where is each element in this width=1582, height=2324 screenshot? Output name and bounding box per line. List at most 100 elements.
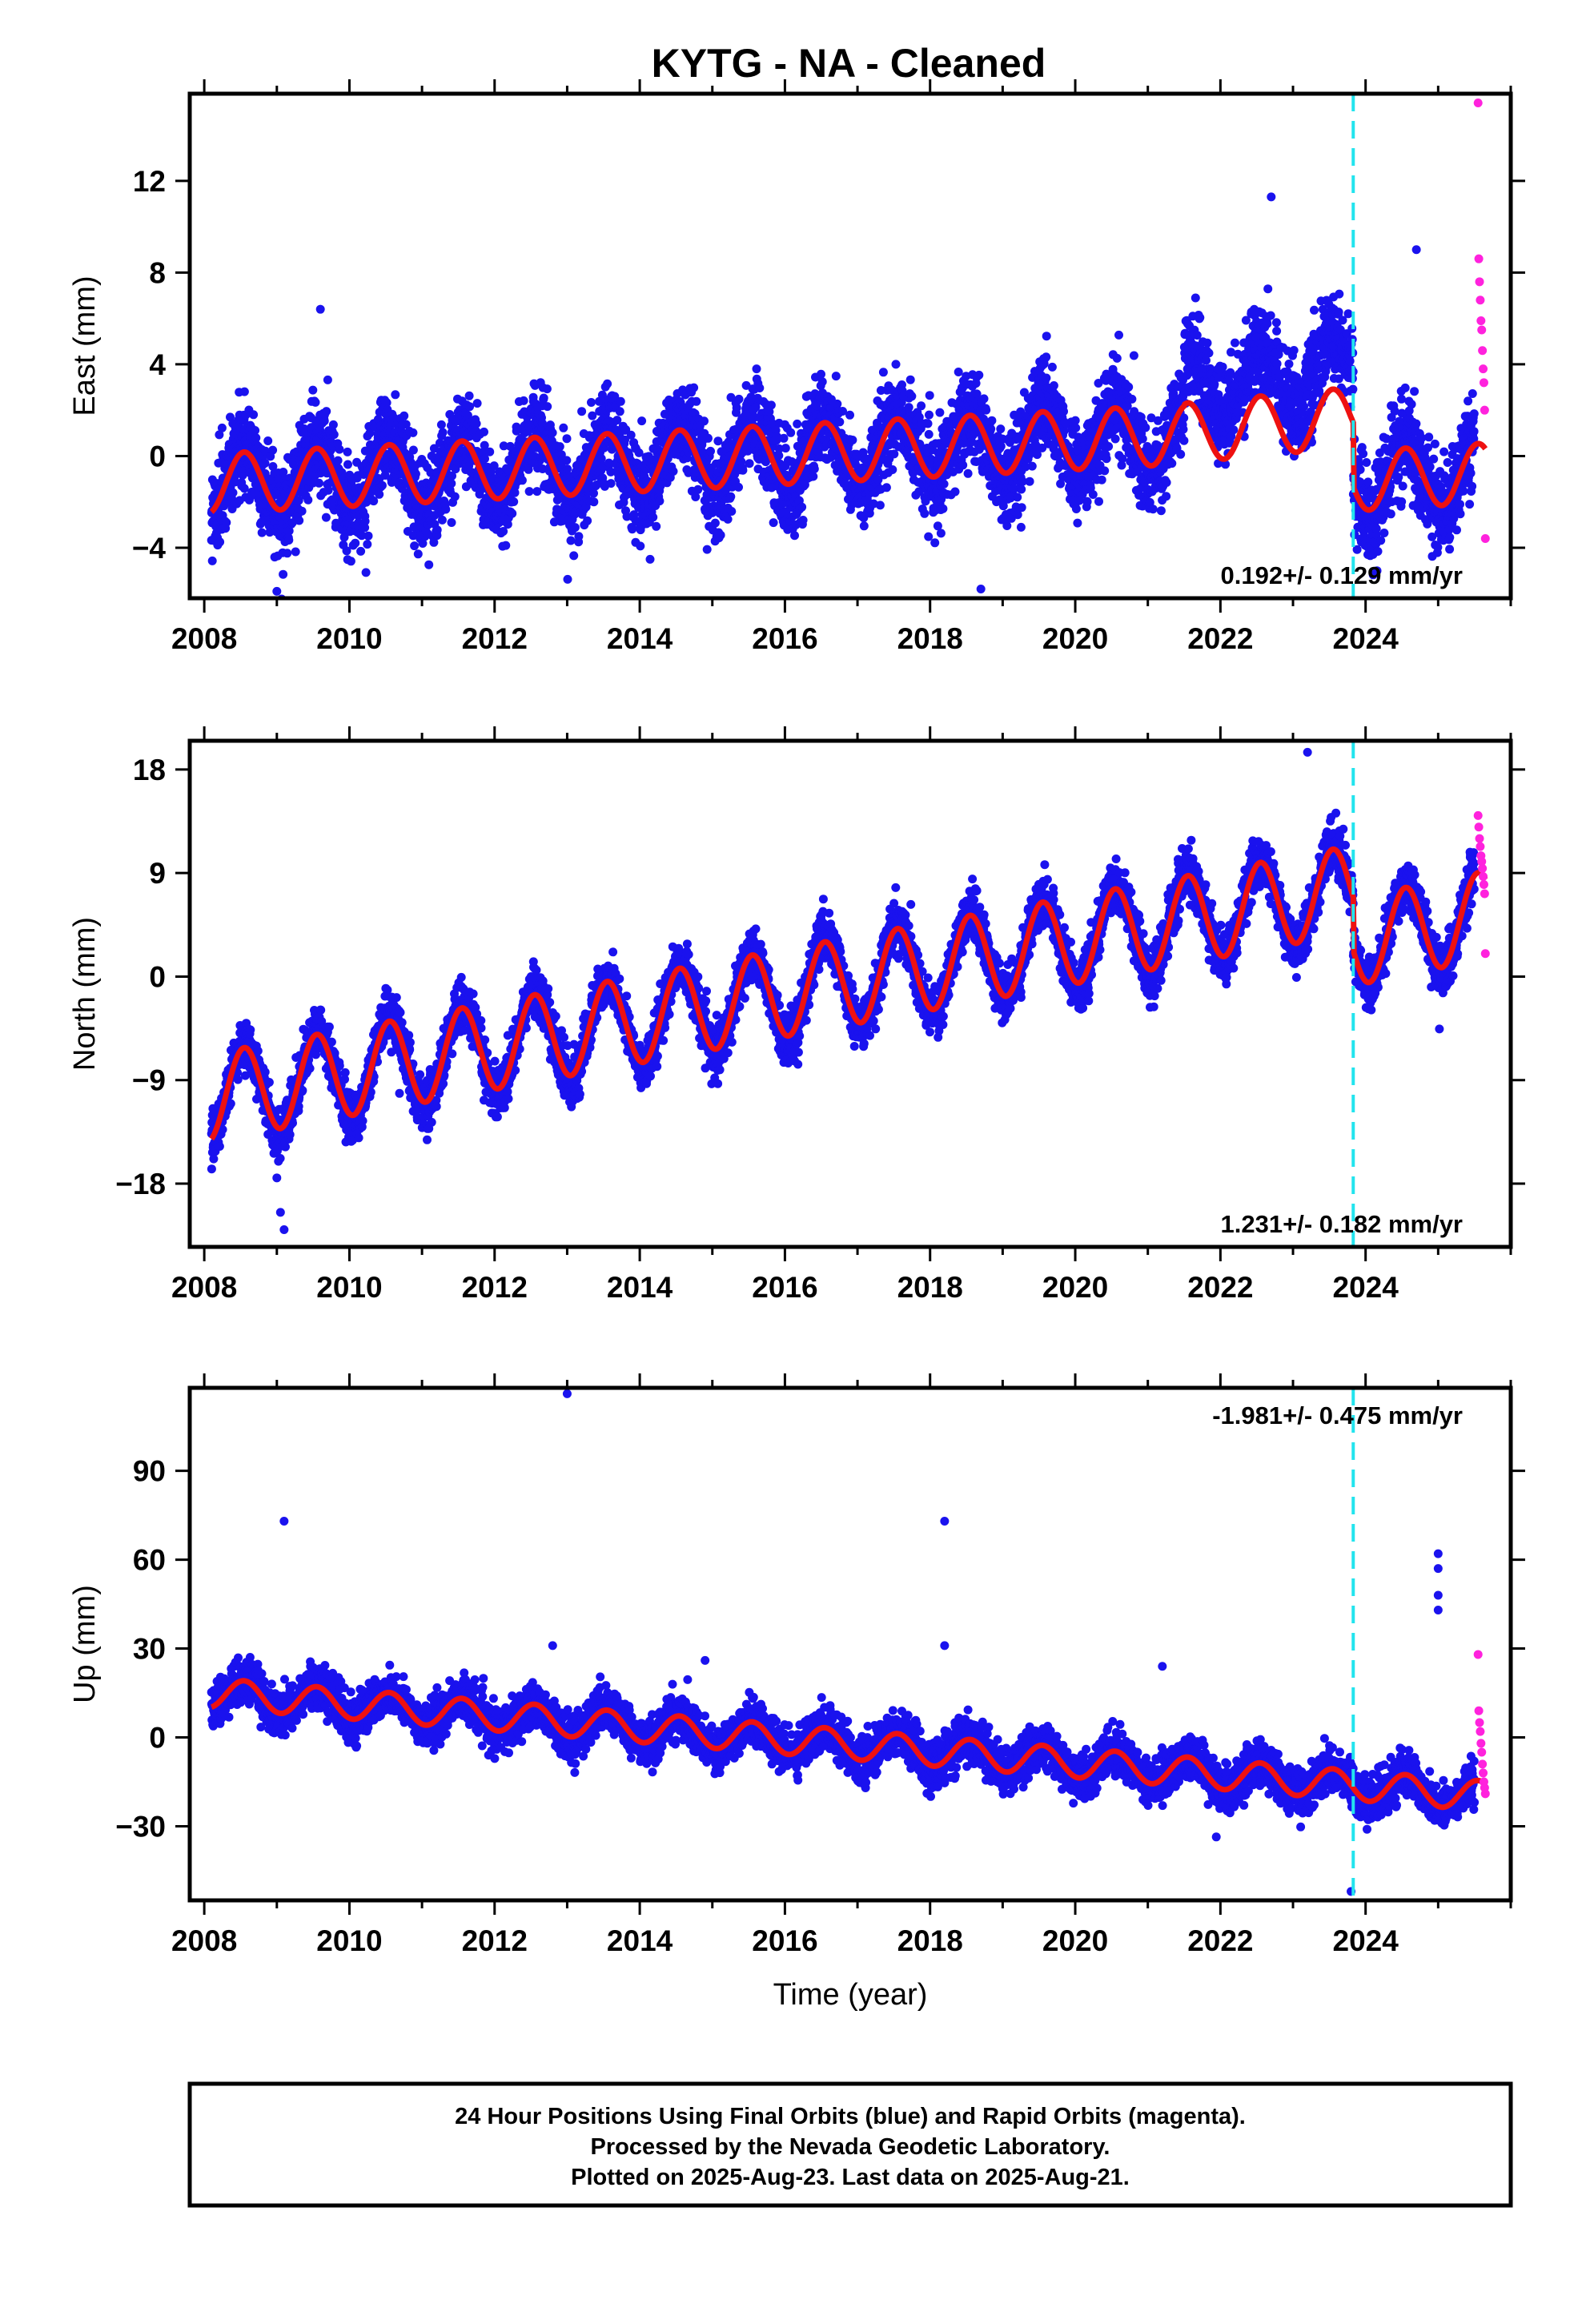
final-orbit-point: [835, 417, 845, 427]
final-orbit-point: [716, 530, 725, 540]
final-orbit-point: [1148, 505, 1158, 514]
final-orbit-point: [519, 396, 528, 405]
final-orbit-point: [920, 509, 930, 518]
final-orbit-point: [472, 419, 481, 428]
final-orbit-point: [1141, 423, 1150, 432]
final-orbit-point: [562, 456, 572, 465]
final-orbit-point: [413, 549, 423, 559]
final-orbit-point: [249, 410, 259, 420]
final-orbit-point: [369, 497, 379, 506]
final-orbit-point: [363, 540, 372, 549]
final-orbit-point: [809, 472, 818, 481]
panel-0: 2008 2010 2012 2014 2016 2018 2020 2022 2024−404…: [68, 79, 1525, 655]
figure-title: KYTG - NA - Cleaned: [652, 41, 1046, 86]
final-orbit-point: [215, 430, 224, 440]
final-orbit-point: [1013, 493, 1022, 502]
final-orbit-point: [559, 423, 568, 432]
final-orbit-point: [1042, 332, 1051, 341]
final-orbit-point: [603, 379, 612, 388]
final-orbit-point: [1176, 449, 1186, 459]
final-orbit-point: [215, 537, 225, 547]
final-orbit-point: [447, 518, 456, 527]
final-orbit-point: [769, 518, 778, 528]
final-orbit-point: [450, 492, 460, 501]
final-orbit-point: [1114, 330, 1123, 340]
final-orbit-point: [1071, 423, 1081, 432]
final-orbit-point: [461, 482, 471, 492]
final-orbit-point: [723, 514, 733, 524]
final-orbit-point: [596, 454, 606, 464]
final-orbit-point: [356, 546, 366, 556]
final-orbit-point: [917, 401, 926, 411]
final-orbit-point: [907, 392, 917, 401]
final-orbit-point: [831, 372, 841, 381]
final-orbit-point: [239, 484, 249, 493]
final-orbit-point: [524, 487, 534, 497]
final-orbit-point: [577, 407, 587, 416]
final-orbit-point: [260, 458, 270, 468]
final-orbit-point: [360, 517, 370, 526]
final-orbit-point: [669, 467, 678, 476]
final-orbit-point: [322, 407, 331, 416]
final-orbit-point: [1162, 478, 1171, 487]
final-orbit-point: [950, 487, 960, 497]
final-orbit-point: [904, 403, 913, 412]
final-orbit-point: [1102, 454, 1111, 464]
final-orbit-point: [706, 446, 715, 456]
final-orbit-point: [391, 390, 400, 400]
final-orbit-point: [297, 506, 307, 516]
final-orbit-point: [343, 447, 352, 456]
final-orbit-point: [574, 532, 584, 541]
final-orbit-point: [963, 468, 973, 478]
final-orbit-point: [323, 375, 332, 384]
final-orbit-point: [1179, 436, 1189, 445]
final-orbit-point: [986, 424, 996, 434]
final-orbit-point: [328, 420, 338, 429]
final-orbit-point: [501, 541, 511, 550]
final-orbit-point: [284, 526, 294, 536]
final-orbit-point: [333, 456, 343, 465]
final-orbit-point: [464, 391, 474, 400]
final-orbit-point: [713, 436, 723, 446]
final-orbit-point: [346, 557, 355, 566]
final-orbit-point: [279, 569, 288, 579]
final-orbit-point: [817, 369, 825, 379]
final-orbit-point: [606, 479, 616, 489]
final-orbit-point: [726, 492, 736, 501]
final-orbit-point: [1110, 434, 1120, 444]
final-orbit-point: [542, 384, 552, 394]
final-orbit-point: [692, 396, 701, 406]
final-orbit-point: [583, 516, 592, 525]
final-orbit-point: [411, 469, 420, 479]
final-orbit-point: [655, 497, 665, 506]
final-orbit-point: [848, 436, 857, 444]
final-orbit-point: [1059, 407, 1068, 416]
final-orbit-point: [652, 521, 661, 531]
final-orbit-point: [1191, 293, 1200, 303]
final-orbit-point: [704, 433, 713, 443]
final-orbit-point: [548, 428, 557, 437]
final-orbit-point: [924, 429, 934, 439]
final-orbit-point: [319, 416, 329, 426]
final-orbit-point: [738, 465, 748, 475]
final-orbit-point: [480, 454, 489, 464]
final-orbit-point: [996, 441, 1006, 451]
final-orbit-point: [1156, 506, 1166, 516]
final-orbit-point: [1049, 381, 1058, 390]
final-orbit-point: [448, 471, 456, 480]
final-orbit-point: [1017, 503, 1026, 513]
final-orbit-point: [996, 424, 1006, 434]
final-orbit-point: [441, 505, 451, 514]
final-orbit-point: [987, 416, 997, 425]
final-orbit-point: [954, 368, 963, 376]
final-orbit-point: [1016, 522, 1026, 532]
final-orbit-point: [228, 488, 238, 497]
final-orbit-point: [1124, 382, 1134, 392]
final-orbit-point: [365, 428, 375, 438]
final-orbit-point: [616, 396, 625, 406]
final-orbit-point: [1073, 518, 1082, 528]
final-orbit-point: [745, 459, 754, 468]
final-orbit-point: [734, 482, 743, 492]
final-orbit-point: [734, 394, 744, 404]
final-orbit-point: [845, 410, 854, 420]
